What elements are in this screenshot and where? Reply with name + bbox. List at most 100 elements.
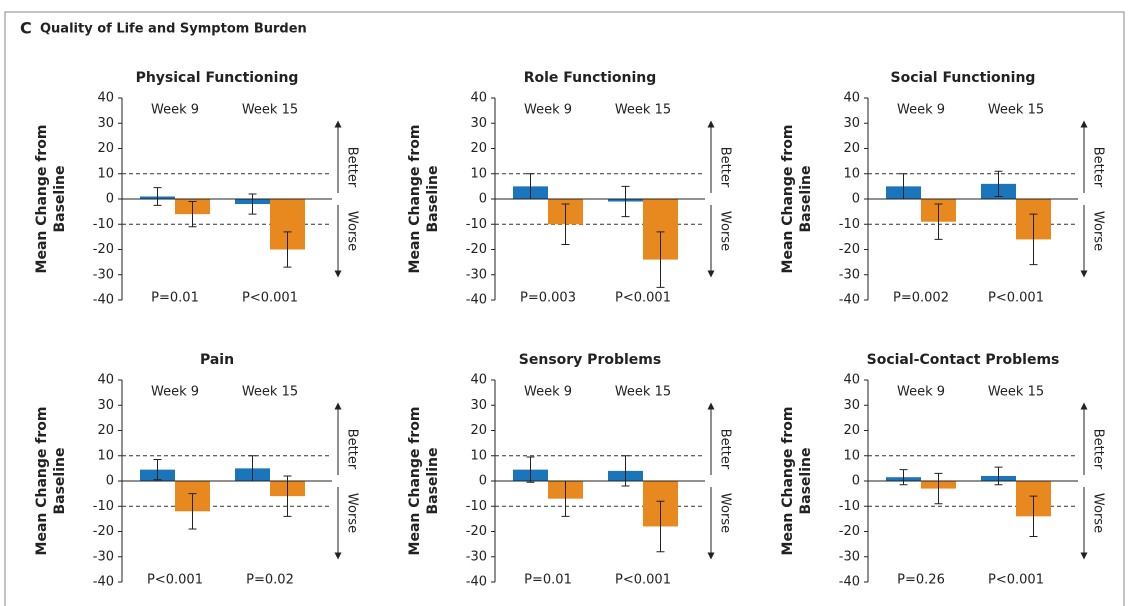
annotation-up: Better [1091, 147, 1106, 188]
chart-title: Pain [200, 352, 234, 368]
annotation-up: Better [1091, 429, 1106, 470]
y-tick-label: -20 [839, 242, 860, 257]
y-tick-label: -10 [93, 217, 114, 232]
annotation-down: Worse [345, 211, 360, 251]
y-tick-label: -10 [466, 217, 487, 232]
annotation-down: Worse [1091, 493, 1106, 533]
annotation-up: Better [718, 429, 733, 470]
y-tick-label: -30 [466, 267, 487, 282]
y-tick-label: 20 [470, 141, 487, 156]
p-value: P<0.001 [242, 291, 298, 306]
annotation-down: Worse [345, 493, 360, 533]
category-label: Week 9 [151, 385, 199, 400]
y-tick-label: -30 [93, 267, 114, 282]
y-tick-label: -10 [93, 499, 114, 514]
error-bar [934, 203, 943, 240]
error-bar [283, 231, 292, 268]
annotation-up: Better [718, 147, 733, 188]
y-tick-label: 20 [843, 141, 860, 156]
category-label: Week 9 [524, 103, 572, 118]
error-bar [899, 469, 908, 486]
category-label: Week 15 [988, 103, 1044, 118]
error-bar [153, 187, 162, 206]
y-tick-label: 40 [97, 91, 114, 106]
p-value: P=0.002 [893, 291, 949, 306]
p-value: P=0.01 [151, 291, 199, 306]
y-tick-label: 10 [97, 166, 114, 181]
category-label: Week 9 [897, 103, 945, 118]
chart-title: Social Functioning [891, 70, 1036, 86]
error-bar [994, 170, 1003, 197]
chart-title: Sensory Problems [519, 352, 661, 368]
y-tick-label: 20 [97, 423, 114, 438]
y-tick-label: 40 [843, 373, 860, 388]
y-tick-label: -20 [466, 242, 487, 257]
p-value: P<0.001 [988, 291, 1044, 306]
y-tick-label: -20 [839, 524, 860, 539]
panel-label: C [20, 19, 32, 38]
error-bar [248, 193, 257, 215]
category-label: Week 15 [242, 103, 298, 118]
annotation-down: Worse [718, 493, 733, 533]
chart-title: Social-Contact Problems [867, 352, 1060, 368]
p-value: P<0.001 [615, 573, 671, 588]
y-tick-label: 40 [470, 373, 487, 388]
y-tick-label: -10 [466, 499, 487, 514]
annotation-down: Worse [718, 211, 733, 251]
p-value: P<0.001 [615, 291, 671, 306]
y-axis-label: Baseline [798, 447, 814, 514]
y-axis-label: Mean Change from [780, 125, 796, 274]
y-axis-label: Baseline [798, 165, 814, 232]
y-tick-label: -20 [93, 524, 114, 539]
y-tick-label: -10 [839, 499, 860, 514]
category-label: Week 15 [988, 385, 1044, 400]
y-tick-label: -20 [93, 242, 114, 257]
p-value: P<0.001 [988, 573, 1044, 588]
y-tick-label: 40 [97, 373, 114, 388]
chart-title: Physical Functioning [136, 70, 299, 86]
y-tick-label: 0 [479, 192, 487, 207]
error-bar [526, 456, 535, 483]
y-axis-label: Mean Change from [780, 407, 796, 556]
p-value: P<0.001 [147, 573, 203, 588]
error-bar [994, 466, 1003, 486]
chart-title: Role Functioning [524, 70, 657, 86]
error-bar [188, 201, 197, 228]
y-tick-label: -10 [839, 217, 860, 232]
y-axis-label: Mean Change from [407, 407, 423, 556]
y-tick-label: -20 [466, 524, 487, 539]
category-label: Week 9 [897, 385, 945, 400]
category-label: Week 15 [242, 385, 298, 400]
y-tick-label: 30 [843, 398, 860, 413]
y-axis-label: Mean Change from [407, 125, 423, 274]
y-axis-label: Baseline [52, 447, 68, 514]
y-tick-label: -40 [839, 575, 860, 590]
y-tick-label: -30 [466, 549, 487, 564]
y-axis-label: Baseline [52, 165, 68, 232]
y-tick-label: 0 [852, 192, 860, 207]
y-tick-label: 30 [470, 116, 487, 131]
y-tick-label: 40 [470, 91, 487, 106]
error-bar [934, 472, 943, 505]
y-tick-label: 10 [470, 448, 487, 463]
y-tick-label: 10 [97, 448, 114, 463]
error-bar [621, 185, 630, 218]
y-axis-label: Mean Change from [34, 407, 50, 556]
error-bar [656, 500, 665, 553]
y-tick-label: 30 [97, 116, 114, 131]
panel-title: Quality of Life and Symptom Burden [40, 22, 307, 37]
y-tick-label: -30 [839, 549, 860, 564]
p-value: P=0.003 [520, 291, 576, 306]
p-value: P=0.01 [524, 573, 572, 588]
frame [4, 11, 1125, 606]
annotation-up: Better [345, 147, 360, 188]
y-tick-label: -40 [466, 575, 487, 590]
error-bar [656, 231, 665, 288]
y-tick-label: 20 [97, 141, 114, 156]
y-tick-label: -40 [839, 293, 860, 308]
category-label: Week 9 [151, 103, 199, 118]
error-bar [283, 475, 292, 517]
y-tick-label: 0 [106, 192, 114, 207]
y-tick-label: 20 [470, 423, 487, 438]
